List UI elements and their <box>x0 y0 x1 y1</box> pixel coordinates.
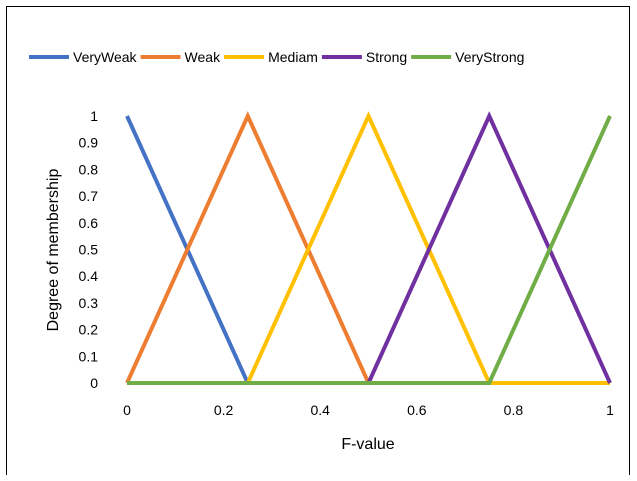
series-line-veryweak <box>125 115 610 385</box>
legend-label: Weak <box>185 49 222 65</box>
y-tick-label: 0.7 <box>79 188 99 204</box>
legend-item: VeryWeak <box>29 49 138 65</box>
legend-label: VeryStrong <box>455 49 524 65</box>
legend-label: VeryWeak <box>73 49 138 65</box>
y-tick-label: 1 <box>90 108 98 124</box>
legend: VeryWeak Weak Mediam Strong VeryStrong <box>29 49 524 65</box>
y-tick-label: 0.2 <box>79 322 99 338</box>
x-axis-ticks: 0 0.2 0.4 0.6 0.8 1 <box>123 402 614 418</box>
legend-label: Mediam <box>268 49 318 65</box>
x-tick-label: 1 <box>606 402 614 418</box>
legend-item: Mediam <box>224 49 318 65</box>
x-tick-label: 0.8 <box>504 402 524 418</box>
series-line-mediam <box>127 111 610 385</box>
x-tick-label: 0 <box>123 402 131 418</box>
y-tick-label: 0 <box>90 375 98 391</box>
y-tick-label: 0.4 <box>79 268 99 284</box>
y-axis-ticks: 0 0.1 0.2 0.3 0.4 0.5 0.6 0.7 0.8 0.9 1 <box>79 108 99 391</box>
series-line-weak <box>125 111 610 385</box>
legend-label: Strong <box>366 49 407 65</box>
legend-item: VeryStrong <box>411 49 524 65</box>
chart-frame <box>6 6 630 475</box>
series-line-strong <box>127 111 612 385</box>
x-tick-label: 0.4 <box>310 402 330 418</box>
y-axis-title: Degree of membership <box>45 169 62 332</box>
y-tick-label: 0.9 <box>79 135 99 151</box>
y-tick-label: 0.1 <box>79 348 99 364</box>
legend-item: Strong <box>321 49 407 65</box>
x-tick-label: 0.2 <box>214 402 234 418</box>
y-tick-label: 0.6 <box>79 215 99 231</box>
series-line-verystrong <box>127 115 612 385</box>
series-lines <box>125 111 612 385</box>
x-axis-title: F-value <box>341 436 394 453</box>
y-tick-label: 0.5 <box>79 242 99 258</box>
y-tick-label: 0.8 <box>79 161 99 177</box>
x-tick-label: 0.6 <box>407 402 427 418</box>
y-tick-label: 0.3 <box>79 295 99 311</box>
legend-item: Weak <box>140 49 222 65</box>
